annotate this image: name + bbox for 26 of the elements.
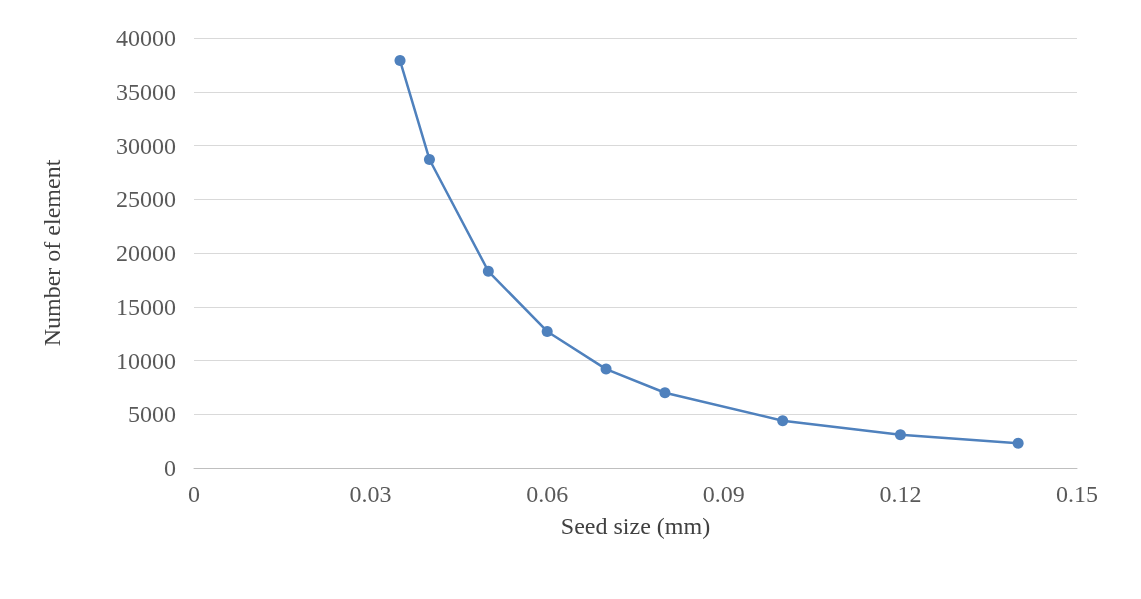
y-tick-label: 5000 (128, 401, 176, 428)
point (1012, 437, 1024, 449)
x-axis-title: Seed size (mm) (560, 513, 711, 539)
y-tick-label: 30000 (116, 132, 176, 159)
y-tick-label: 40000 (116, 25, 176, 51)
y-tick-label: 0 (164, 455, 176, 481)
point (394, 55, 406, 67)
point (894, 429, 906, 441)
x-tick-label: 0.06 (526, 481, 569, 507)
point (659, 387, 671, 399)
y-tick-label: 20000 (116, 240, 176, 266)
y-axis-title: Number of element (39, 159, 65, 347)
point (541, 325, 553, 337)
x-tick-label: 0.15 (1056, 481, 1098, 507)
x-tick-label: 0.03 (349, 481, 392, 507)
point (423, 153, 435, 165)
point (600, 363, 612, 375)
point (777, 415, 789, 427)
x-tick-label: 0.12 (879, 481, 922, 507)
y-tick-label: 35000 (116, 78, 176, 105)
x-tick-label: 0 (188, 481, 200, 507)
point (482, 265, 494, 277)
y-tick-label: 10000 (116, 347, 176, 374)
y-tick-label: 25000 (116, 186, 176, 213)
x-tick-label: 0.09 (702, 481, 745, 507)
y-tick-label: 15000 (116, 293, 176, 320)
